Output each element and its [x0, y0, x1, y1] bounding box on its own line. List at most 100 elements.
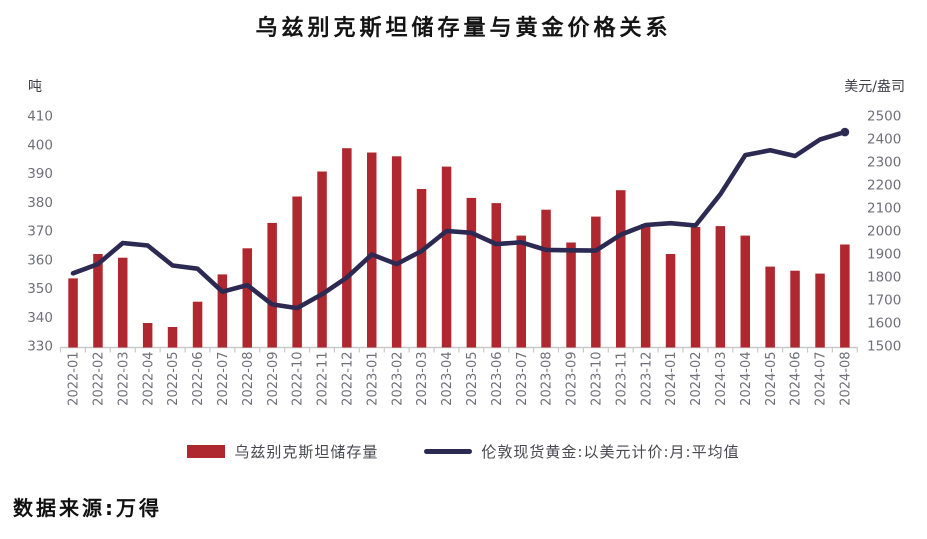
bar-2022-10	[292, 196, 302, 348]
line-series-label: 伦敦现货黄金:以美元计价:月:平均值	[481, 443, 740, 461]
gold-price-line	[70, 129, 848, 311]
x-axis-label-2023-11: 2023-11	[614, 352, 629, 406]
bar-2022-01	[68, 278, 78, 348]
bar-2023-12	[640, 224, 651, 348]
bar-2022-11	[317, 171, 327, 348]
right-axis-tick-1500: 1500	[867, 339, 901, 355]
left-axis-tick-350: 350	[27, 281, 53, 297]
right-axis-tick-1600: 1600	[867, 316, 901, 332]
x-axis-label-2024-06: 2024-06	[789, 352, 804, 406]
bar-2023-10	[591, 216, 601, 348]
legend: 乌兹别克斯坦储存量 伦敦现货黄金:以美元计价:月:平均值	[0, 441, 927, 462]
chart-title: 乌兹别克斯坦储存量与黄金价格关系	[255, 16, 672, 41]
left-axis-tick-370: 370	[27, 224, 53, 240]
bar-2024-03	[715, 226, 726, 348]
x-axis-label-2022-12: 2022-12	[341, 352, 356, 406]
bar-2023-01	[367, 152, 377, 348]
bar-2023-11	[616, 190, 626, 348]
x-axis-label-2023-07: 2023-07	[515, 352, 530, 406]
left-axis-tick-330: 330	[27, 339, 53, 355]
bar-2022-04	[142, 323, 153, 348]
left-axis-tick-380: 380	[27, 195, 53, 211]
left-axis-tick-390: 390	[27, 166, 53, 182]
x-axis-label-2022-06: 2022-06	[191, 352, 206, 406]
x-axis-label-2024-07: 2024-07	[814, 352, 829, 406]
x-axis-label-2024-02: 2024-02	[689, 352, 704, 406]
line-end-dot	[840, 127, 850, 137]
x-axis-label-2023-12: 2023-12	[639, 352, 654, 406]
right-axis-tick-2500: 2500	[867, 109, 901, 125]
right-axis-tick-2200: 2200	[867, 178, 901, 194]
x-axis-label-2023-05: 2023-05	[465, 352, 480, 406]
x-axis-label-2022-07: 2022-07	[216, 352, 231, 406]
x-axis-ticks	[59, 347, 858, 353]
left-axis-tick-360: 360	[27, 252, 53, 268]
right-axis-tick-1800: 1800	[867, 270, 901, 286]
x-axis-label-2024-03: 2024-03	[714, 352, 729, 406]
bar-2023-07	[516, 235, 526, 348]
x-axis-label-2022-04: 2022-04	[141, 352, 156, 406]
x-axis-label-2023-08: 2023-08	[540, 352, 555, 406]
right-axis-tick-2300: 2300	[867, 155, 901, 171]
x-axis-label-2023-04: 2023-04	[440, 352, 455, 406]
x-axis-label-2022-01: 2022-01	[67, 352, 82, 406]
left-axis-tick-400: 400	[27, 137, 53, 153]
bar-2024-06	[790, 270, 800, 348]
bar-2023-09	[566, 242, 576, 348]
bar-2024-05	[765, 266, 775, 348]
bar-2022-05	[167, 327, 178, 348]
right-axis-tick-1700: 1700	[867, 293, 901, 309]
data-source: 数据来源:万得	[13, 496, 162, 520]
x-axis-label-2022-08: 2022-08	[241, 352, 256, 406]
bar-2024-07	[815, 273, 825, 348]
right-axis-tick-2000: 2000	[867, 224, 901, 240]
x-axis-label-2022-02: 2022-02	[92, 352, 107, 406]
x-axis-label-2024-01: 2024-01	[664, 352, 679, 406]
bar-2023-08	[541, 209, 551, 348]
x-axis-label-2022-10: 2022-10	[291, 352, 306, 406]
x-axis-label-2022-05: 2022-05	[166, 352, 181, 406]
bar-2022-07	[217, 274, 228, 348]
bar-2022-06	[192, 301, 203, 348]
legend-item-gold-price: 伦敦现货黄金:以美元计价:月:平均值	[424, 441, 739, 462]
x-axis-label-2023-03: 2023-03	[415, 352, 430, 406]
line-series-swatch	[424, 449, 473, 454]
bar-2023-06	[491, 203, 501, 348]
x-axis-label-2023-01: 2023-01	[365, 352, 380, 406]
bar-series-label: 乌兹别克斯坦储存量	[234, 443, 379, 461]
bar-2024-01	[665, 254, 676, 348]
bar-series-swatch	[187, 445, 226, 458]
right-axis-tick-2400: 2400	[867, 132, 901, 148]
x-axis-label-2024-04: 2024-04	[739, 352, 754, 406]
left-axis-unit-label: 吨	[28, 79, 42, 95]
x-axis-label-2023-06: 2023-06	[490, 352, 505, 406]
bar-2023-02	[391, 156, 402, 348]
x-axis-label-2022-11: 2022-11	[316, 352, 331, 406]
x-axis-label-2023-02: 2023-02	[390, 352, 405, 406]
x-axis-label-2024-05: 2024-05	[764, 352, 779, 406]
bar-2022-08	[242, 248, 252, 348]
bar-2024-08	[840, 244, 850, 348]
left-axis-tick-410: 410	[27, 109, 53, 125]
x-axis-label-2023-09: 2023-09	[565, 352, 580, 406]
bar-2022-09	[267, 222, 277, 348]
bar-2023-05	[466, 197, 477, 348]
left-axis-tick-340: 340	[27, 310, 53, 326]
bar-2022-02	[93, 254, 103, 348]
bar-2024-04	[740, 235, 750, 348]
bar-2023-04	[441, 166, 452, 348]
right-axis-tick-2100: 2100	[867, 201, 901, 217]
bar-2023-03	[416, 189, 427, 348]
x-axis-label-2022-03: 2022-03	[116, 352, 131, 406]
right-axis-unit-label: 美元/盎司	[844, 79, 905, 95]
x-axis-label-2023-10: 2023-10	[590, 352, 605, 406]
legend-item-reserves: 乌兹别克斯坦储存量	[187, 441, 378, 462]
x-axis-label-2024-08: 2024-08	[839, 352, 854, 406]
bar-2022-03	[118, 257, 128, 348]
bar-2022-12	[342, 148, 352, 348]
x-axis-label-2022-09: 2022-09	[266, 352, 281, 406]
bar-2024-02	[690, 227, 701, 348]
right-axis-tick-1900: 1900	[867, 247, 901, 263]
